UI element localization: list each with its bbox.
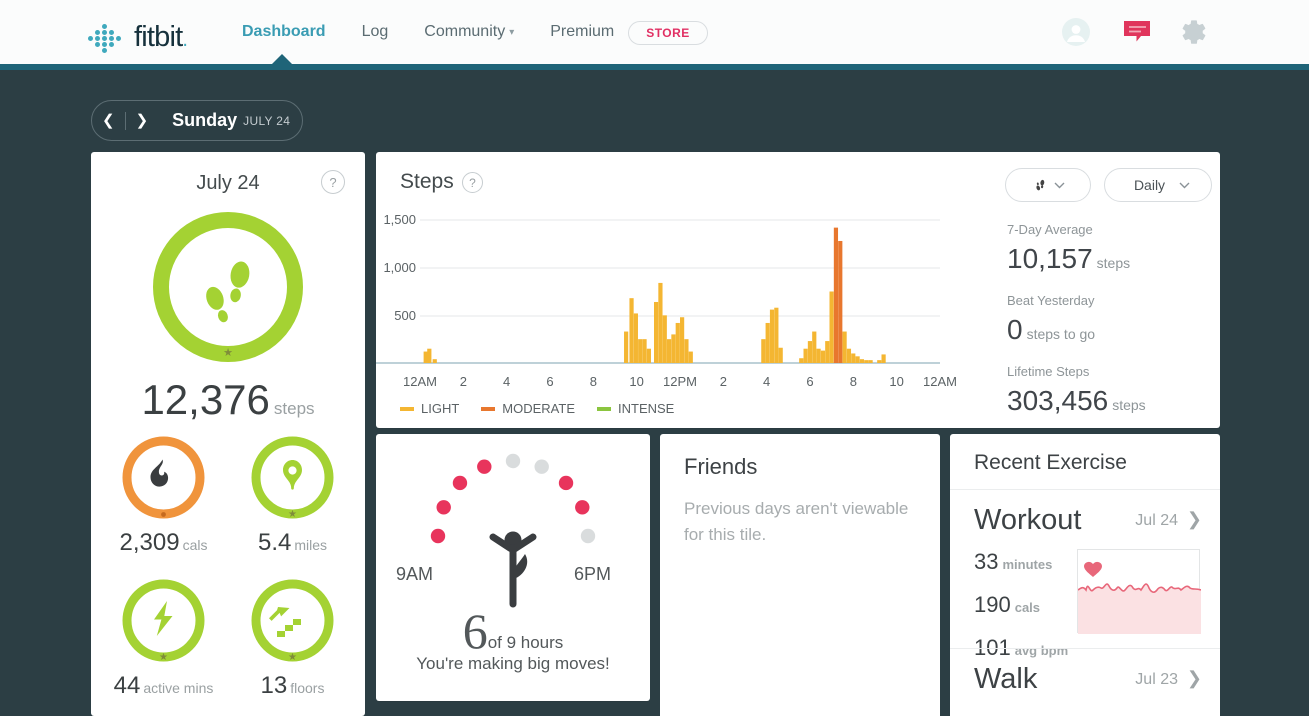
svg-text:★: ★ xyxy=(223,347,233,359)
svg-text:1,500: 1,500 xyxy=(383,212,416,227)
svg-text:12AM: 12AM xyxy=(923,374,957,389)
svg-text:★: ★ xyxy=(288,652,297,662)
svg-text:4: 4 xyxy=(763,374,770,389)
svg-text:10: 10 xyxy=(629,374,643,389)
svg-text:8: 8 xyxy=(590,374,597,389)
svg-text:1,000: 1,000 xyxy=(383,260,416,275)
svg-text:12PM: 12PM xyxy=(663,374,697,389)
svg-text:★: ★ xyxy=(288,509,297,519)
svg-text:★: ★ xyxy=(159,652,168,662)
svg-text:6: 6 xyxy=(546,374,553,389)
svg-text:4: 4 xyxy=(503,374,510,389)
svg-text:8: 8 xyxy=(850,374,857,389)
svg-text:2: 2 xyxy=(720,374,727,389)
svg-text:12AM: 12AM xyxy=(403,374,437,389)
svg-text:10: 10 xyxy=(889,374,903,389)
svg-text:6: 6 xyxy=(806,374,813,389)
svg-text:500: 500 xyxy=(394,308,416,323)
svg-text:2: 2 xyxy=(460,374,467,389)
